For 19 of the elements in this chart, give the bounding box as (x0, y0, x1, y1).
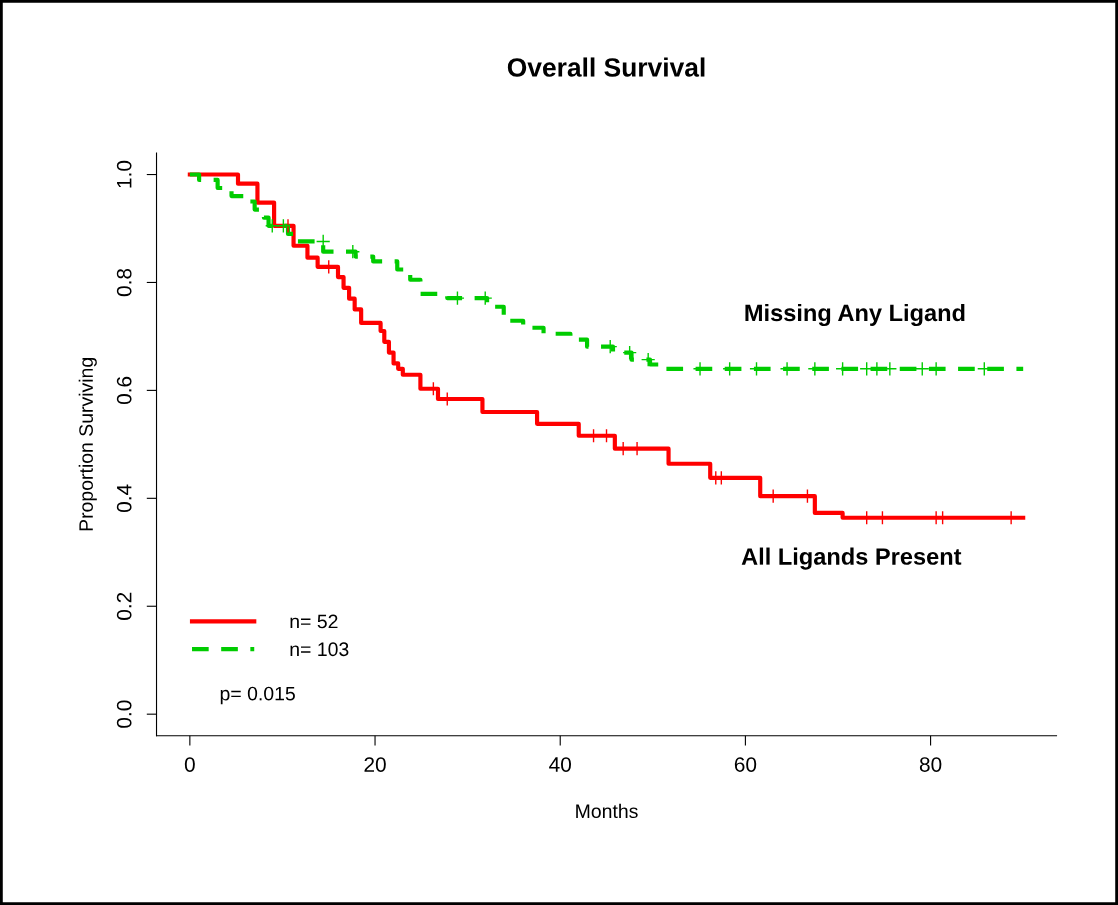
x-tick-label: 80 (919, 757, 942, 772)
x-tick-label: 40 (549, 757, 571, 772)
x-tick-label: 0 (184, 757, 195, 772)
y-tick-label: 0.0 (116, 700, 132, 728)
y-tick-label: 1.0 (116, 160, 132, 188)
annotation: Missing Any Ligand (745, 303, 965, 327)
legend-label: n= 103 (290, 642, 349, 657)
x-axis-title: Months (576, 803, 638, 819)
y-tick-label: 0.2 (116, 592, 132, 620)
annotation: All Ligands Present (741, 547, 962, 570)
y-tick-label: 0.4 (116, 484, 132, 512)
annotation: p= 0.015 (220, 686, 295, 705)
chart-title: Overall Survival (507, 57, 705, 77)
x-tick-label: 60 (734, 757, 757, 772)
x-tick-label: 20 (364, 757, 386, 772)
y-tick-label: 0.8 (116, 268, 132, 297)
legend-label: n= 52 (290, 614, 338, 629)
y-tick-label: 0.6 (116, 376, 132, 405)
y-axis-title: Proportion Surviving (78, 358, 97, 531)
